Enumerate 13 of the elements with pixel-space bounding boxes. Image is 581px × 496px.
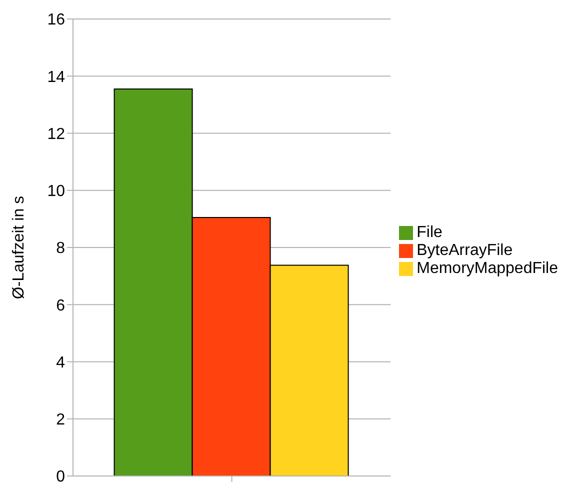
legend-label: ByteArrayFile (416, 242, 513, 259)
y-tick-label: 16 (47, 12, 66, 29)
y-tick-label: 2 (56, 412, 66, 429)
legend-label: MemoryMappedFile (416, 260, 558, 277)
y-tick-label: 0 (56, 468, 66, 486)
legend-label: File (416, 224, 442, 241)
y-tick-label: 14 (47, 68, 66, 86)
y-tick-label: 12 (47, 126, 66, 143)
y-tick-label: 8 (56, 240, 66, 258)
y-axis-title: Ø-Laufzeit in s (10, 196, 28, 300)
y-tick-label: 10 (47, 183, 66, 200)
y-tick-label: 4 (56, 354, 66, 372)
y-tick-label: 6 (56, 297, 66, 314)
